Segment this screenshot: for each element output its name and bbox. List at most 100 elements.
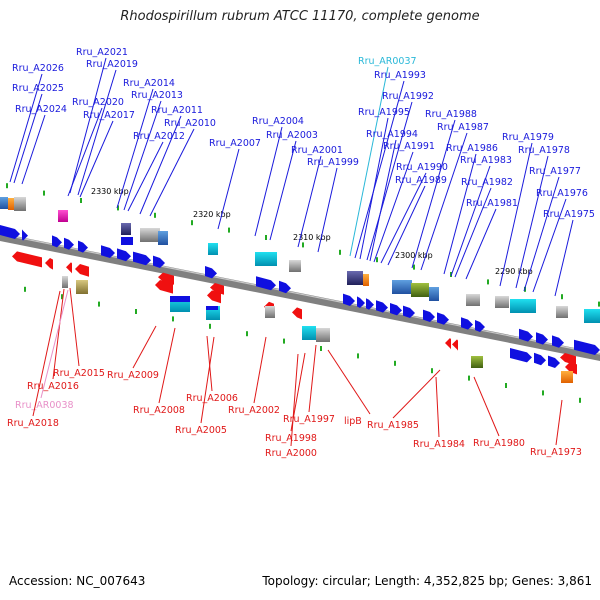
forward-gene-arrow (536, 332, 548, 345)
forward-leader-line (450, 165, 491, 277)
forward-gene-arrow (153, 255, 165, 268)
reverse-gene-arrow (12, 251, 42, 268)
reverse-gene-label: Rru_AR0038 (15, 400, 74, 411)
forward-gene-arrow (475, 320, 485, 332)
tick-dot (265, 235, 267, 240)
map-title: Rhodospirillum rubrum ATCC 11170, comple… (120, 9, 480, 24)
forward-gene-label: Rru_A2013 (131, 90, 183, 101)
tick-dot (191, 220, 193, 226)
forward-leader-line (465, 208, 497, 280)
reverse-gene-arrow (565, 362, 577, 375)
tick-dot (209, 323, 211, 329)
reverse-gene-label: Rru_A2002 (228, 405, 280, 416)
forward-leader-line (515, 155, 549, 289)
reverse-leader-line (435, 376, 440, 438)
forward-leader-line (21, 114, 46, 185)
feature-box (170, 296, 190, 302)
reverse-gene-label: Rru_A2016 (27, 381, 79, 392)
tick-dot (43, 190, 45, 196)
forward-leader-line (523, 176, 560, 292)
reverse-gene-arrow (445, 338, 451, 350)
forward-leader-line (443, 153, 477, 275)
feature-box (265, 306, 275, 318)
kbp-tick-label: 2290 kbp (495, 267, 533, 276)
forward-gene-arrow (534, 352, 546, 366)
forward-gene-label: Rru_A1994 (366, 129, 418, 140)
forward-leader-line (69, 57, 107, 194)
tick-dot (80, 198, 82, 203)
reverse-gene-label: Rru_A2005 (175, 425, 227, 436)
tick-dot (339, 249, 341, 255)
forward-leader-line (79, 120, 114, 198)
feature-box (14, 197, 26, 211)
forward-leader-line (454, 187, 492, 278)
forward-leader-line (116, 88, 154, 209)
reverse-gene-label: Rru_A1998 (265, 433, 317, 444)
tick-dot (394, 360, 396, 366)
topology-label: Topology: circular; Length: 4,352,825 bp… (262, 574, 592, 588)
reverse-gene-arrow (155, 280, 173, 294)
forward-gene-arrow (437, 312, 449, 325)
reverse-leader-line (32, 290, 61, 417)
forward-gene-label: Rru_A1988 (425, 109, 477, 120)
feature-box (208, 243, 218, 255)
reverse-leader-line (132, 325, 157, 369)
forward-leader-line (297, 155, 322, 248)
tick-dot (154, 212, 156, 218)
forward-gene-label: Rru_A1993 (374, 70, 426, 81)
forward-gene-arrow (22, 229, 28, 241)
reverse-leader-line (327, 349, 371, 415)
forward-leader-line (366, 101, 413, 261)
feature-box (429, 287, 439, 301)
reverse-gene-arrow (45, 258, 53, 270)
forward-gene-arrow (390, 303, 402, 316)
feature-box (363, 274, 369, 286)
reverse-leader-line (200, 336, 215, 424)
forward-leader-line (532, 198, 567, 293)
forward-leader-line (373, 151, 414, 263)
forward-gene-label: Rru_A1990 (396, 162, 448, 173)
forward-gene-arrow (519, 328, 533, 342)
forward-leader-line (67, 107, 103, 197)
kbp-tick-label: 2320 kbp (193, 210, 231, 219)
tick-dot (24, 286, 26, 292)
tick-dot (302, 242, 304, 248)
forward-leader-line (254, 126, 283, 237)
forward-gene-arrow (101, 245, 115, 258)
feature-box (140, 228, 160, 242)
forward-gene-label: Rru_A1976 (536, 188, 588, 199)
reverse-gene-label: Rru_A1997 (283, 414, 335, 425)
kbp-tick-label: 2330 kbp (91, 187, 129, 196)
feature-box (289, 260, 301, 272)
feature-box (316, 328, 330, 342)
feature-box (347, 271, 363, 285)
reverse-leader-line (290, 353, 299, 447)
reverse-gene-label: Rru_A2015 (53, 368, 105, 379)
forward-gene-label: Rru_A1999 (307, 157, 359, 168)
forward-gene-arrow (376, 300, 388, 313)
reverse-leader-line (158, 327, 176, 404)
reverse-leader-line (253, 336, 267, 404)
forward-gene-label: Rru_A1975 (543, 209, 595, 220)
reverse-gene-arrow (452, 339, 458, 351)
forward-gene-arrow (510, 348, 532, 363)
feature-box (495, 296, 509, 308)
feature-box (121, 237, 133, 245)
forward-leader-line (499, 142, 533, 287)
forward-gene-arrow (548, 355, 560, 368)
forward-gene-label: Rru_A2003 (266, 130, 318, 141)
tick-dot (228, 227, 230, 233)
forward-gene-label: Rru_A2021 (76, 47, 128, 58)
forward-gene-label: Rru_A1983 (460, 155, 512, 166)
forward-gene-arrow (403, 305, 415, 318)
feature-box (510, 299, 536, 313)
accession-label: Accession: NC_007643 (9, 574, 146, 588)
tick-dot (468, 375, 470, 381)
forward-gene-label: Rru_A2026 (12, 63, 64, 74)
forward-gene-label: Rru_A1991 (383, 141, 435, 152)
feature-box (561, 371, 573, 383)
kbp-tick-label: 2300 kbp (395, 251, 433, 260)
reverse-gene-label: Rru_A1985 (367, 420, 419, 431)
forward-gene-arrow (423, 309, 435, 322)
